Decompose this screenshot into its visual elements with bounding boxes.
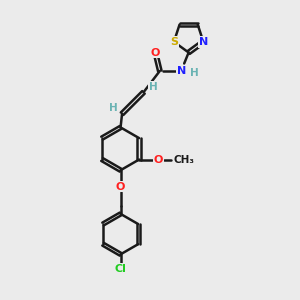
Text: N: N [199, 37, 208, 47]
Text: H: H [110, 103, 118, 113]
Text: H: H [190, 68, 198, 78]
Text: H: H [148, 82, 157, 92]
Text: CH₃: CH₃ [174, 154, 195, 164]
Text: O: O [151, 47, 160, 58]
Text: O: O [116, 182, 125, 192]
Text: O: O [154, 154, 163, 164]
Text: N: N [177, 66, 186, 76]
Text: S: S [170, 37, 178, 47]
Text: Cl: Cl [115, 264, 127, 274]
